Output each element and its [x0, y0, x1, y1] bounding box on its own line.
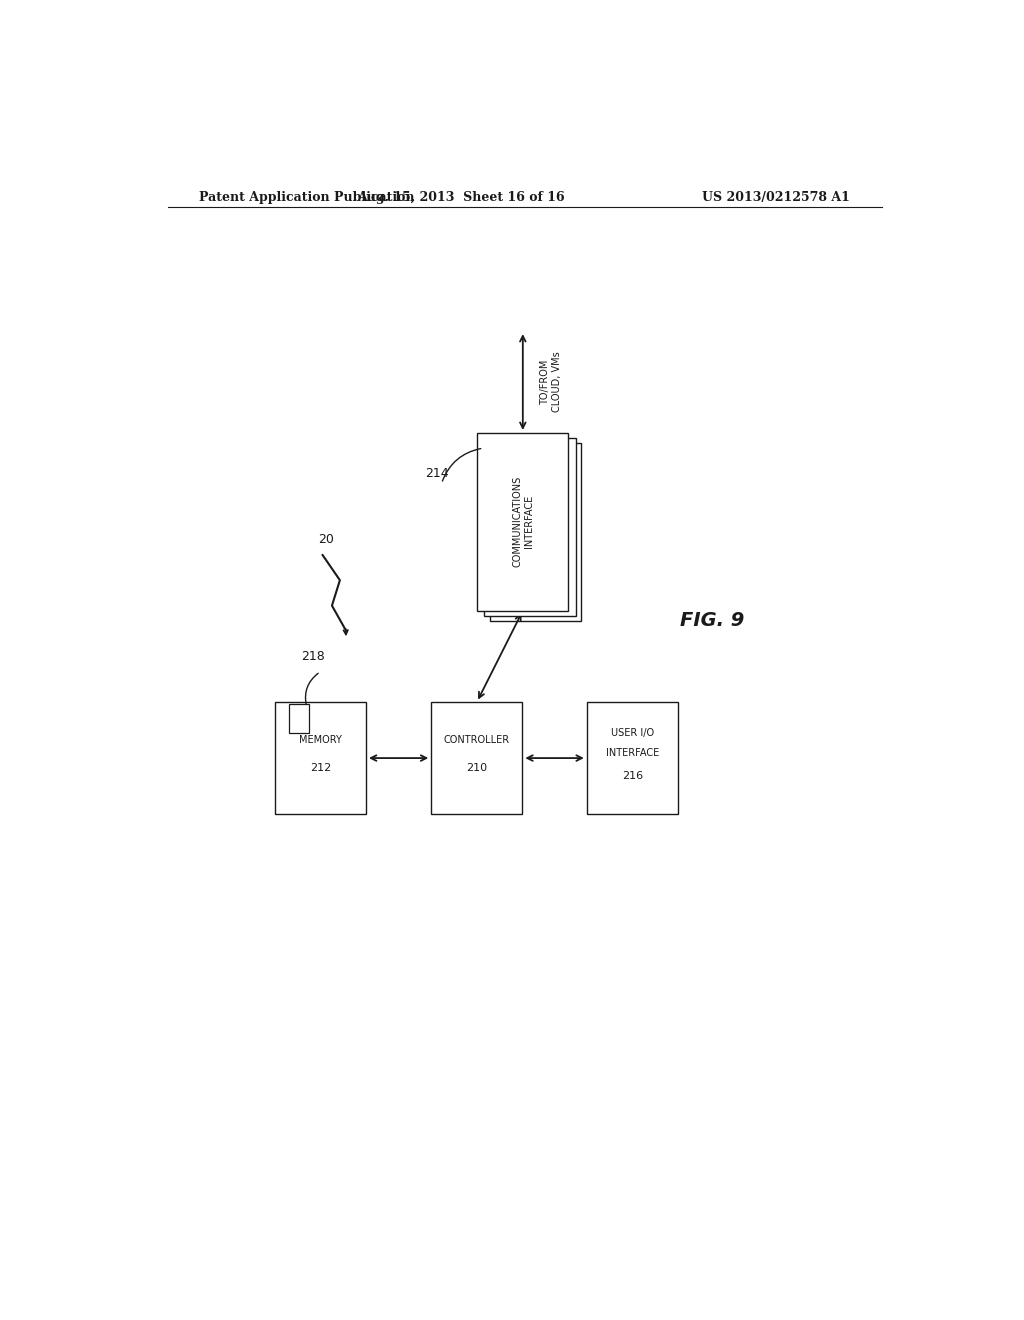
Bar [289, 704, 309, 733]
Bar [431, 702, 522, 814]
Text: Patent Application Publication: Patent Application Publication [200, 190, 415, 203]
Text: USER I/O: USER I/O [610, 727, 654, 738]
Text: 214: 214 [426, 467, 450, 480]
Bar [477, 433, 568, 611]
Text: INTERFACE: INTERFACE [606, 748, 659, 758]
Text: Aug. 15, 2013  Sheet 16 of 16: Aug. 15, 2013 Sheet 16 of 16 [357, 190, 565, 203]
Text: TO/FROM
CLOUD, VMs: TO/FROM CLOUD, VMs [541, 351, 562, 412]
Text: US 2013/0212578 A1: US 2013/0212578 A1 [702, 190, 850, 203]
Text: 216: 216 [622, 771, 643, 781]
FancyArrowPatch shape [442, 449, 481, 480]
Text: 212: 212 [310, 763, 331, 774]
Text: COMMUNICATIONS
INTERFACE: COMMUNICATIONS INTERFACE [512, 477, 534, 568]
Text: 218: 218 [301, 649, 325, 663]
Text: CONTROLLER: CONTROLLER [443, 735, 510, 744]
Bar [484, 438, 575, 615]
Text: 20: 20 [318, 533, 335, 546]
Bar [489, 444, 582, 620]
FancyArrowPatch shape [305, 673, 318, 705]
Bar [587, 702, 678, 814]
Text: 210: 210 [466, 763, 487, 774]
Text: MEMORY: MEMORY [299, 735, 342, 744]
Text: FIG. 9: FIG. 9 [680, 611, 743, 631]
Bar [274, 702, 367, 814]
